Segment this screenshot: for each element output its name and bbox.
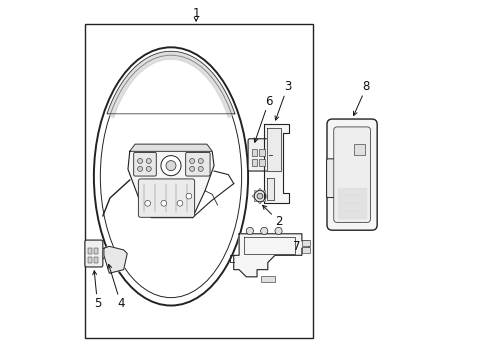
- Circle shape: [161, 201, 166, 206]
- Bar: [260, 276, 274, 282]
- Circle shape: [274, 227, 282, 234]
- Text: 8: 8: [362, 80, 369, 93]
- Circle shape: [161, 156, 181, 176]
- Circle shape: [263, 200, 265, 202]
- Circle shape: [144, 201, 150, 206]
- Text: 3: 3: [283, 80, 291, 93]
- Text: 4: 4: [117, 297, 124, 310]
- Polygon shape: [107, 51, 234, 118]
- Polygon shape: [266, 128, 281, 171]
- Text: 1: 1: [192, 7, 200, 20]
- Circle shape: [189, 166, 194, 171]
- Text: 6: 6: [264, 95, 272, 108]
- Circle shape: [189, 158, 194, 163]
- Polygon shape: [337, 195, 366, 202]
- Polygon shape: [263, 125, 288, 203]
- Circle shape: [177, 201, 183, 206]
- Circle shape: [185, 193, 191, 199]
- Bar: [301, 247, 309, 253]
- Polygon shape: [233, 234, 308, 277]
- Polygon shape: [337, 203, 366, 210]
- Circle shape: [146, 158, 151, 163]
- Polygon shape: [337, 211, 366, 218]
- Ellipse shape: [94, 47, 247, 306]
- Circle shape: [246, 227, 253, 234]
- Bar: [258, 159, 264, 166]
- Polygon shape: [104, 246, 127, 273]
- Circle shape: [254, 190, 256, 193]
- Circle shape: [198, 158, 203, 163]
- Bar: [94, 257, 98, 264]
- Circle shape: [263, 190, 265, 193]
- Polygon shape: [128, 151, 214, 218]
- Text: 7: 7: [292, 240, 300, 253]
- FancyBboxPatch shape: [333, 127, 369, 222]
- Text: 2: 2: [274, 215, 282, 228]
- FancyBboxPatch shape: [247, 139, 270, 171]
- Polygon shape: [337, 188, 366, 194]
- Bar: [94, 248, 98, 255]
- FancyBboxPatch shape: [133, 152, 156, 176]
- Bar: [258, 149, 264, 156]
- Circle shape: [254, 190, 265, 202]
- Polygon shape: [266, 178, 274, 200]
- Bar: [251, 159, 257, 166]
- Circle shape: [254, 200, 256, 202]
- Circle shape: [137, 158, 142, 163]
- FancyBboxPatch shape: [85, 240, 102, 267]
- Ellipse shape: [100, 55, 241, 298]
- Circle shape: [146, 166, 151, 171]
- Bar: [88, 248, 92, 255]
- FancyBboxPatch shape: [326, 159, 334, 198]
- Bar: [85, 24, 312, 338]
- Bar: [353, 144, 364, 155]
- FancyBboxPatch shape: [185, 152, 210, 176]
- Circle shape: [258, 189, 261, 191]
- Circle shape: [260, 227, 267, 234]
- Circle shape: [252, 195, 254, 197]
- Bar: [301, 240, 309, 246]
- Circle shape: [137, 166, 142, 171]
- Circle shape: [258, 202, 261, 204]
- Circle shape: [165, 161, 176, 171]
- Text: 5: 5: [94, 297, 101, 310]
- Bar: [251, 149, 257, 156]
- Circle shape: [265, 195, 267, 197]
- Polygon shape: [129, 144, 212, 151]
- Circle shape: [257, 193, 262, 199]
- Circle shape: [198, 166, 203, 171]
- FancyBboxPatch shape: [138, 179, 194, 217]
- Bar: [88, 257, 92, 264]
- FancyBboxPatch shape: [326, 119, 376, 230]
